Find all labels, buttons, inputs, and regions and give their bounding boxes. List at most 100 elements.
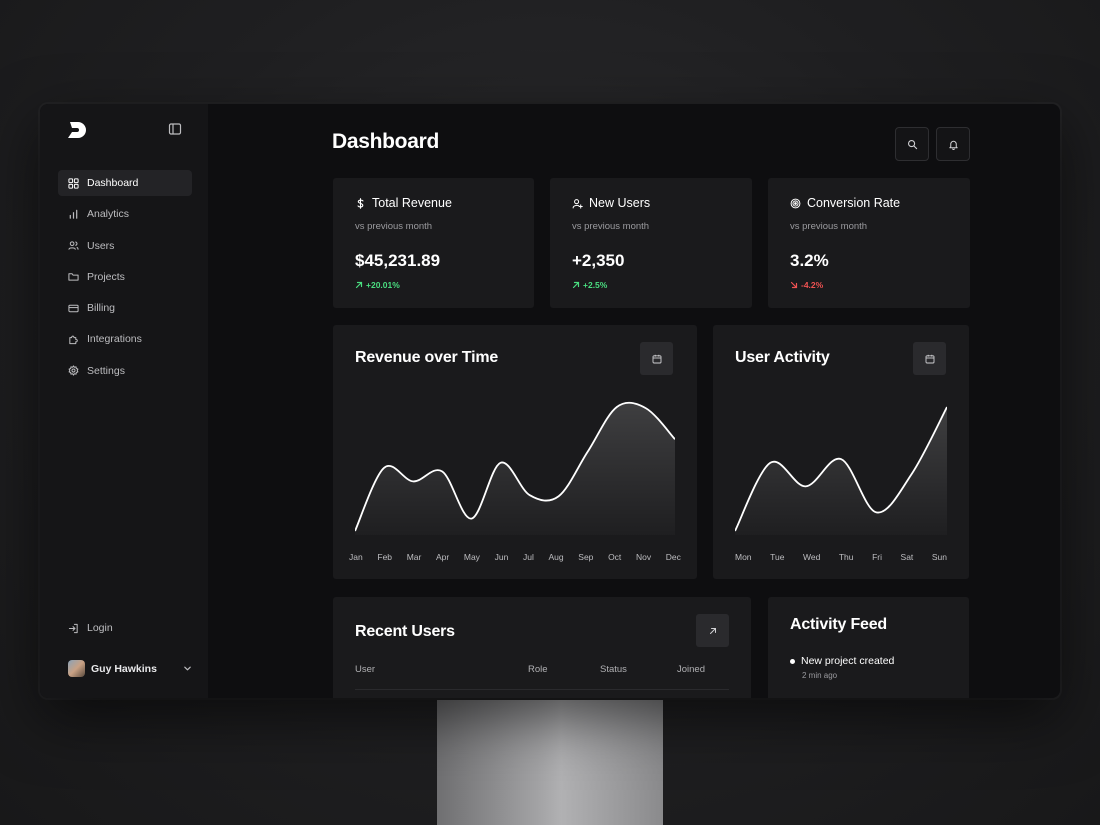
table-divider xyxy=(355,689,729,690)
arrow-up-right-icon xyxy=(709,627,716,634)
arrow-up-right-icon xyxy=(355,281,363,289)
stat-title: Conversion Rate xyxy=(807,196,901,210)
arrow-down-right-icon xyxy=(790,281,798,289)
stat-delta: +2.5% xyxy=(572,280,607,290)
activity-date-button[interactable] xyxy=(913,342,946,375)
chart-data-point[interactable] xyxy=(495,458,505,468)
stat-delta: +20.01% xyxy=(355,280,400,290)
user-plus-icon xyxy=(572,198,583,209)
chart-data-point[interactable] xyxy=(525,490,535,500)
stat-delta-value: +20.01% xyxy=(366,280,400,290)
sidebar-toggle-icon[interactable] xyxy=(168,122,182,136)
stat-title: New Users xyxy=(589,196,651,210)
sidebar-item-label: Billing xyxy=(87,302,116,315)
user-name: Guy Hawkins xyxy=(91,662,157,675)
sidebar-item-projects[interactable]: Projects xyxy=(58,264,192,290)
search-icon xyxy=(907,139,917,149)
x-tick-label: Wed xyxy=(802,552,821,562)
user-activity-chart xyxy=(735,402,947,535)
stat-value: +2,350 xyxy=(572,251,625,270)
card-title: Recent Users xyxy=(355,623,455,640)
chart-series-line xyxy=(355,401,675,532)
column-header-user[interactable]: User xyxy=(355,664,376,675)
column-header-status[interactable]: Status xyxy=(600,664,627,675)
stat-delta-value: -4.2% xyxy=(801,280,824,290)
stat-title: Total Revenue xyxy=(372,196,452,210)
x-tick-label: Dec xyxy=(665,552,681,562)
column-header-role[interactable]: Role xyxy=(528,664,548,675)
chart-data-point[interactable] xyxy=(942,402,947,412)
x-tick-label: Jun xyxy=(494,552,509,562)
sidebar-item-billing[interactable]: Billing xyxy=(58,295,192,321)
dashboard-icon xyxy=(68,177,79,189)
sidebar-nav: Dashboard Analytics Users Projects Billi… xyxy=(58,170,192,389)
stat-subtitle: vs previous month xyxy=(790,221,868,232)
sidebar-item-label: Dashboard xyxy=(87,177,139,189)
bar-chart-icon xyxy=(69,209,78,219)
calendar-icon xyxy=(652,354,661,363)
list-item[interactable]: New project created xyxy=(790,655,894,667)
folder-icon xyxy=(68,273,79,282)
search-button[interactable] xyxy=(895,127,929,161)
card-title: Activity Feed xyxy=(790,616,887,633)
login-icon xyxy=(68,623,78,633)
chart-title: User Activity xyxy=(735,349,830,366)
chart-data-point[interactable] xyxy=(437,466,447,476)
sidebar-item-label: Projects xyxy=(87,270,125,283)
sidebar-item-users[interactable]: Users xyxy=(58,233,192,259)
monitor-stand xyxy=(437,700,663,825)
stat-value: 3.2% xyxy=(790,251,829,270)
sidebar-item-analytics[interactable]: Analytics xyxy=(58,201,192,227)
chart-data-point[interactable] xyxy=(408,476,418,486)
avatar xyxy=(68,660,85,677)
sidebar-item-label: Settings xyxy=(87,364,125,377)
target-icon xyxy=(790,198,801,208)
x-tick-label: Sep xyxy=(578,552,594,562)
sidebar-item-settings[interactable]: Settings xyxy=(58,358,192,384)
chart-series-line xyxy=(735,406,947,532)
column-header-joined[interactable]: Joined xyxy=(677,664,705,675)
notifications-button[interactable] xyxy=(936,127,970,161)
sidebar: Dashboard Analytics Users Projects Billi… xyxy=(40,104,208,698)
puzzle-icon xyxy=(69,335,78,345)
revenue-chart xyxy=(355,401,675,535)
sidebar-item-integrations[interactable]: Integrations xyxy=(58,326,192,352)
stat-delta: -4.2% xyxy=(790,280,823,290)
revenue-date-button[interactable] xyxy=(640,342,673,375)
chart-data-point[interactable] xyxy=(641,403,651,413)
chart-data-point[interactable] xyxy=(801,481,811,491)
sidebar-item-label: Integrations xyxy=(87,333,142,346)
chart-data-point[interactable] xyxy=(466,514,476,524)
monitor-screen: Dashboard Analytics Users Projects Billi… xyxy=(40,104,1060,698)
x-tick-label: Feb xyxy=(377,552,393,562)
view-all-users-button[interactable] xyxy=(696,614,729,647)
chart-data-point[interactable] xyxy=(583,447,593,457)
chart-area-fill xyxy=(735,407,947,535)
x-tick-label: Aug xyxy=(548,552,564,562)
chart-data-point[interactable] xyxy=(765,458,775,468)
chart-area-fill xyxy=(355,402,675,535)
chart-data-point[interactable] xyxy=(612,402,622,412)
arrow-up-right-icon xyxy=(572,281,580,289)
page-title: Dashboard xyxy=(332,130,439,153)
x-tick-label: Tue xyxy=(770,552,785,562)
feed-item-text: New project created xyxy=(801,655,895,667)
x-tick-label: Thu xyxy=(838,552,854,562)
calendar-icon xyxy=(925,354,934,363)
bullet-dot xyxy=(790,658,795,664)
user-menu[interactable]: Guy Hawkins xyxy=(68,660,192,677)
chart-data-point[interactable] xyxy=(907,469,917,479)
feed-item-time: 2 min ago xyxy=(802,671,838,680)
chart-data-point[interactable] xyxy=(836,454,846,464)
x-tick-label: Sat xyxy=(900,552,914,562)
sidebar-item-dashboard[interactable]: Dashboard xyxy=(58,170,192,196)
chart-data-point[interactable] xyxy=(554,491,564,501)
chart-data-point[interactable] xyxy=(871,507,881,517)
login-link[interactable]: Login xyxy=(68,622,113,634)
chart-data-point[interactable] xyxy=(379,463,389,473)
stat-card-header: Total Revenue xyxy=(355,196,452,210)
x-tick-label: Jul xyxy=(522,552,534,562)
x-tick-label: Mar xyxy=(406,552,422,562)
activity-x-axis: Mon Tue Wed Thu Fri Sat Sun xyxy=(735,552,947,562)
x-tick-label: Mon xyxy=(735,552,752,562)
